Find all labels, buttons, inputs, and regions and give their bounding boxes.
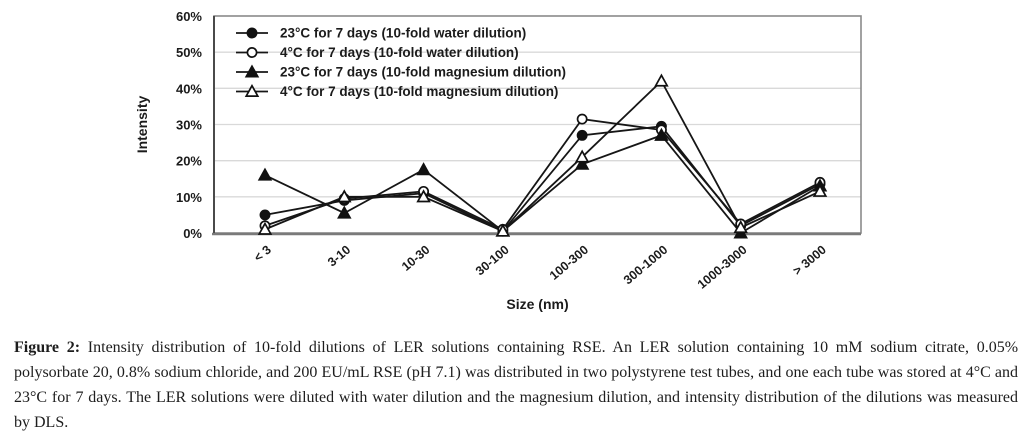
data-point-marker [574, 156, 590, 170]
y-tick-label: 30% [176, 118, 202, 133]
legend-marker [244, 83, 260, 97]
x-tick-label: < 3 [251, 243, 274, 265]
legend-marker [246, 27, 258, 39]
figure-caption: Figure 2: Intensity distribution of 10-f… [14, 335, 1018, 435]
y-tick-label: 40% [176, 81, 202, 96]
data-point-marker [576, 129, 588, 141]
x-tick-label: 30-100 [473, 243, 512, 279]
data-point-marker [733, 220, 748, 234]
legend-label: 4°C for 7 days (10-fold magnesium diluti… [280, 84, 558, 99]
legend-label: 23°C for 7 days (10-fold water dilution) [280, 26, 526, 41]
x-tick-label: 100-300 [547, 243, 591, 283]
y-tick-label: 50% [176, 45, 202, 60]
legend-marker [244, 64, 260, 78]
legend-label: 23°C for 7 days (10-fold magnesium dilut… [280, 65, 566, 80]
data-point-marker [495, 223, 511, 237]
x-tick-label: 1000-3000 [695, 243, 750, 292]
x-tick-label: 300-1000 [621, 243, 671, 288]
data-point-marker [812, 183, 828, 197]
series-line [264, 134, 821, 235]
series-line [264, 79, 821, 233]
data-point-marker [654, 73, 669, 87]
data-point-marker [416, 162, 431, 176]
data-point-marker [337, 205, 352, 219]
legend-marker [246, 47, 258, 58]
figure-caption-label: Figure 2: [14, 339, 81, 356]
x-tick-label: 3-10 [325, 243, 353, 270]
data-point-marker [259, 209, 271, 221]
data-point-marker [337, 189, 352, 203]
y-tick-label: 0% [183, 226, 202, 241]
y-axis-title: Intensity [134, 96, 150, 154]
data-point-marker [257, 221, 273, 235]
y-tick-label: 10% [176, 190, 202, 205]
data-point-marker [257, 167, 273, 181]
x-tick-label: 10-30 [399, 243, 433, 274]
x-tick-label: > 3000 [790, 243, 829, 279]
dls-intensity-line-chart: 0% 10% 20% 30% 40% 50% 60% < 3 3-10 10-30 30-100 10… [134, 9, 862, 312]
x-axis-title: Size (nm) [506, 296, 568, 312]
figure-caption-text: Intensity distribution of 10-fold diluti… [14, 339, 1019, 431]
data-point-marker [574, 149, 590, 163]
legend-label: 4°C for 7 days (10-fold water dilution) [280, 45, 519, 60]
data-point-marker [654, 127, 669, 141]
data-point-marker [416, 189, 431, 203]
y-tick-label: 60% [176, 9, 202, 24]
data-point-marker [576, 113, 588, 125]
y-tick-label: 20% [176, 154, 202, 169]
